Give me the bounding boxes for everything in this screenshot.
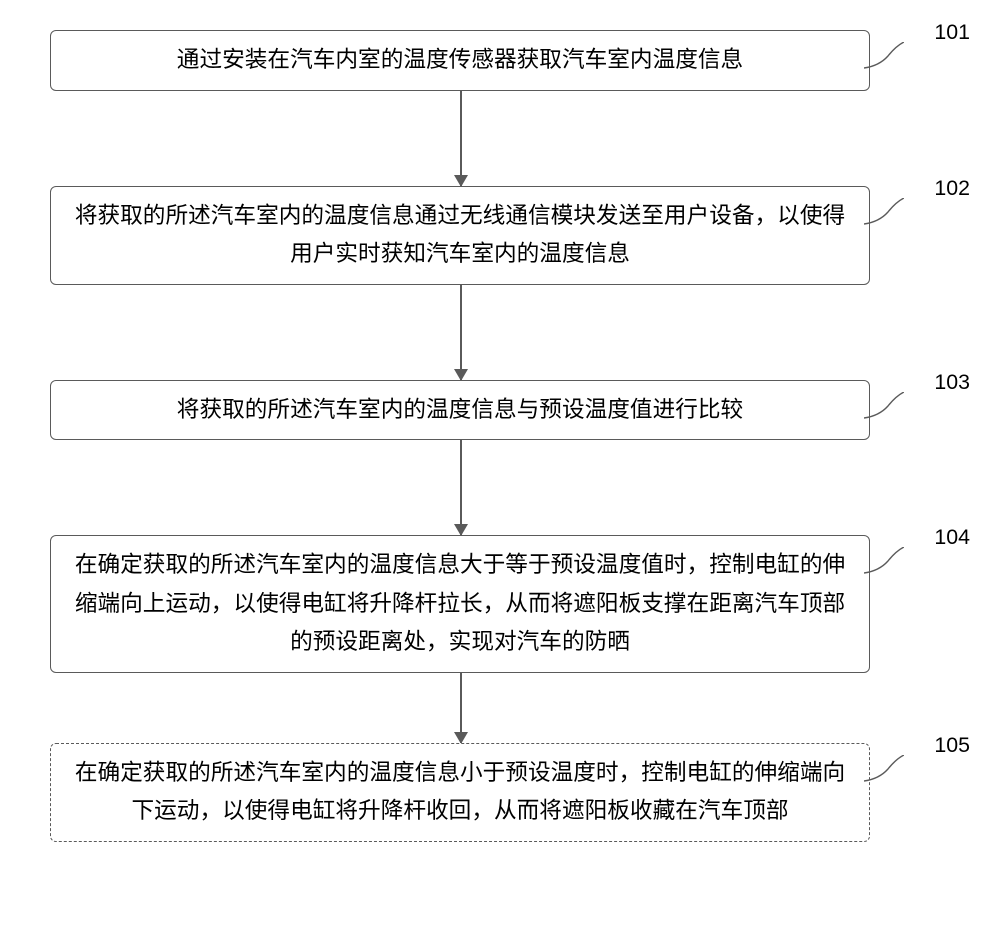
- step-box-103: 将获取的所述汽车室内的温度信息与预设温度值进行比较: [50, 380, 870, 441]
- callout-line-icon: [864, 547, 904, 575]
- callout-line-icon: [864, 392, 904, 420]
- arrow-icon: [460, 91, 462, 186]
- step-number: 102: [934, 176, 970, 201]
- arrow-icon: [460, 285, 462, 380]
- callout-line-icon: [864, 42, 904, 70]
- callout-line-icon: [864, 755, 904, 783]
- step-number: 103: [934, 370, 970, 395]
- step-row: 通过安装在汽车内室的温度传感器获取汽车室内温度信息 101: [50, 30, 950, 91]
- arrow-icon: [460, 673, 462, 743]
- step-row: 在确定获取的所述汽车室内的温度信息小于预设温度时，控制电缸的伸缩端向下运动，以使…: [50, 743, 950, 842]
- step-row: 将获取的所述汽车室内的温度信息与预设温度值进行比较 103: [50, 380, 950, 441]
- step-row: 在确定获取的所述汽车室内的温度信息大于等于预设温度值时，控制电缸的伸缩端向上运动…: [50, 535, 950, 673]
- step-number: 105: [934, 733, 970, 758]
- step-box-102: 将获取的所述汽车室内的温度信息通过无线通信模块发送至用户设备，以使得用户实时获知…: [50, 186, 870, 285]
- step-box-101: 通过安装在汽车内室的温度传感器获取汽车室内温度信息: [50, 30, 870, 91]
- flowchart: 通过安装在汽车内室的温度传感器获取汽车室内温度信息 101 将获取的所述汽车室内…: [50, 30, 950, 842]
- callout-line-icon: [864, 198, 904, 226]
- step-box-105: 在确定获取的所述汽车室内的温度信息小于预设温度时，控制电缸的伸缩端向下运动，以使…: [50, 743, 870, 842]
- step-box-104: 在确定获取的所述汽车室内的温度信息大于等于预设温度值时，控制电缸的伸缩端向上运动…: [50, 535, 870, 673]
- arrow-icon: [460, 440, 462, 535]
- step-number: 101: [934, 20, 970, 45]
- step-number: 104: [934, 525, 970, 550]
- step-row: 将获取的所述汽车室内的温度信息通过无线通信模块发送至用户设备，以使得用户实时获知…: [50, 186, 950, 285]
